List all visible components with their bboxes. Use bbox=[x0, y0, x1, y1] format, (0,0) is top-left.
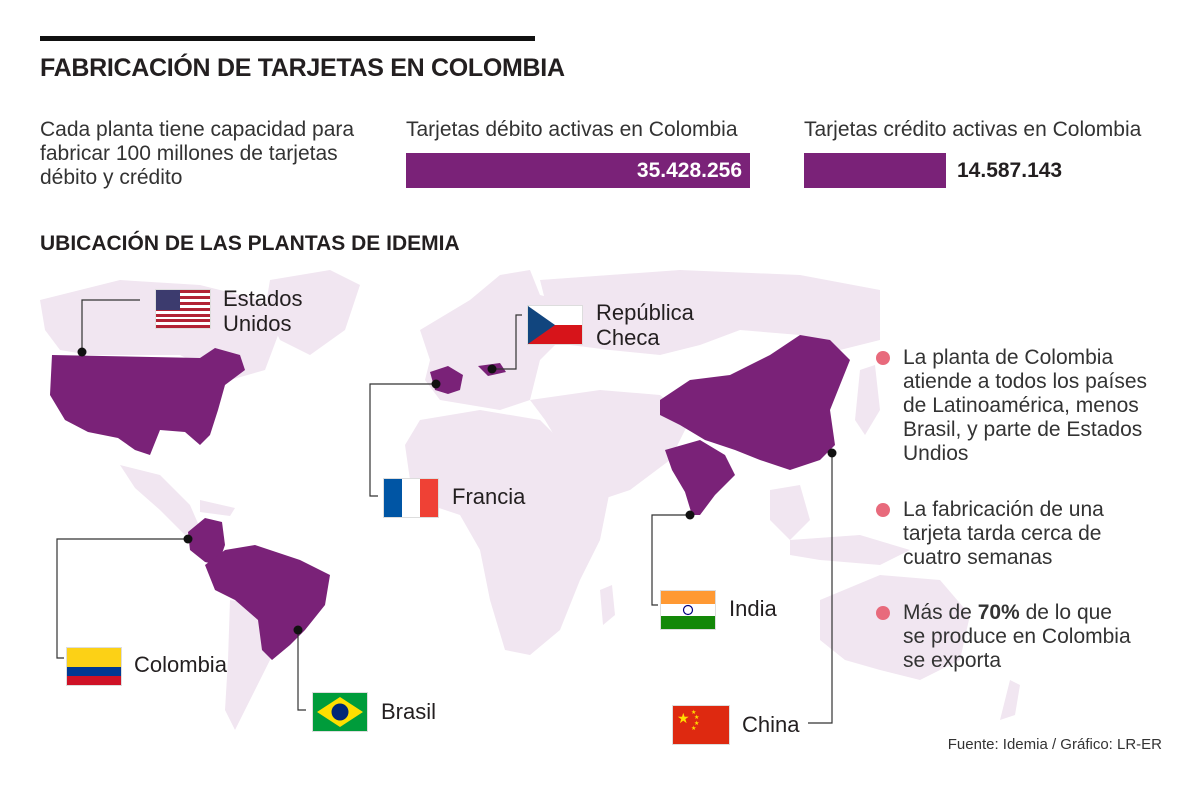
brazil-dot bbox=[293, 625, 303, 635]
brazil-leader bbox=[297, 630, 306, 711]
debit-bar: 35.428.256 bbox=[406, 153, 750, 188]
svg-text:★: ★ bbox=[694, 720, 699, 727]
svg-text:★: ★ bbox=[694, 714, 699, 721]
note-bullet bbox=[876, 606, 890, 620]
china-label: China bbox=[742, 712, 800, 737]
colombia-dot bbox=[183, 534, 193, 544]
colombia-flag-icon bbox=[66, 647, 122, 686]
note-3: Más de 70% de lo que se produce en Colom… bbox=[903, 601, 1133, 673]
colombia-label: Colombia bbox=[134, 652, 227, 677]
credit-value: 14.587.143 bbox=[957, 159, 1063, 182]
china-dot bbox=[827, 448, 837, 458]
location-dots bbox=[77, 347, 837, 635]
capacity-text: Cada planta tiene capacidad para fabrica… bbox=[40, 118, 355, 189]
usa-dot bbox=[77, 347, 87, 357]
top-rule bbox=[40, 36, 535, 41]
india-dot bbox=[685, 510, 695, 520]
czech-leader bbox=[492, 314, 522, 370]
china-leader bbox=[808, 453, 833, 724]
usa-leader bbox=[81, 299, 140, 352]
france-flag-icon bbox=[383, 478, 439, 518]
note-1: La planta de Colombia atiende a todos lo… bbox=[903, 346, 1163, 466]
usa-flag-icon bbox=[155, 289, 211, 329]
czech-dot bbox=[487, 364, 497, 374]
france-label: Francia bbox=[452, 484, 526, 509]
credit-label: Tarjetas crédito activas en Colombia bbox=[804, 118, 1142, 141]
debit-label: Tarjetas débito activas en Colombia bbox=[406, 118, 738, 141]
page-title: FABRICACIÓN DE TARJETAS EN COLOMBIA bbox=[40, 54, 565, 82]
india-shape bbox=[665, 440, 735, 515]
usa-label-line2: Unidos bbox=[223, 311, 292, 336]
svg-text:★: ★ bbox=[691, 709, 696, 716]
brazil-flag-icon bbox=[312, 692, 368, 732]
debit-value: 35.428.256 bbox=[636, 159, 742, 182]
france-dot bbox=[431, 379, 441, 389]
credit-bar bbox=[804, 153, 946, 188]
czech-label-line1: República bbox=[596, 300, 694, 325]
leader-lines bbox=[56, 299, 833, 724]
note-bullet bbox=[876, 503, 890, 517]
note-3-highlight: 70% bbox=[977, 601, 1020, 624]
section-subtitle: UBICACIÓN DE LAS PLANTAS DE IDEMIA bbox=[40, 232, 460, 255]
usa-shape bbox=[50, 348, 245, 455]
svg-text:★: ★ bbox=[677, 711, 690, 727]
china-shape bbox=[660, 335, 850, 470]
colombia-shape bbox=[188, 518, 225, 565]
czech-label: República Checa bbox=[596, 300, 694, 350]
source-credit: Fuente: Idemia / Gráfico: LR-ER bbox=[947, 736, 1162, 753]
india-label: India bbox=[729, 596, 777, 621]
note-3-text-pre: Más de bbox=[903, 601, 978, 624]
note-2: La fabricación de una tarjeta tarda cerc… bbox=[903, 498, 1163, 570]
czech-label-line2: Checa bbox=[596, 325, 660, 350]
map-base-land bbox=[40, 270, 1020, 730]
note-bullet bbox=[876, 351, 890, 365]
note-3-text-post: de lo que se produce en Colombia se expo… bbox=[903, 601, 1131, 672]
brazil-label: Brasil bbox=[381, 699, 437, 724]
india-flag-icon bbox=[660, 590, 716, 630]
colombia-leader bbox=[56, 538, 188, 659]
india-leader bbox=[651, 514, 690, 606]
france-leader bbox=[369, 383, 436, 497]
czech-flag-icon bbox=[527, 305, 583, 345]
note-1-text: La planta de Colombia atiende a todos lo… bbox=[903, 346, 1148, 465]
brazil-shape bbox=[205, 545, 330, 660]
note-2-text: La fabricación de una tarjeta tarda cerc… bbox=[903, 498, 1104, 569]
world-map bbox=[40, 270, 1020, 730]
china-flag-icon: ★ ★ ★ ★ ★ bbox=[672, 705, 730, 745]
usa-label: Estados Unidos bbox=[223, 286, 303, 336]
svg-text:★: ★ bbox=[691, 725, 696, 732]
usa-label-line1: Estados bbox=[223, 286, 303, 311]
